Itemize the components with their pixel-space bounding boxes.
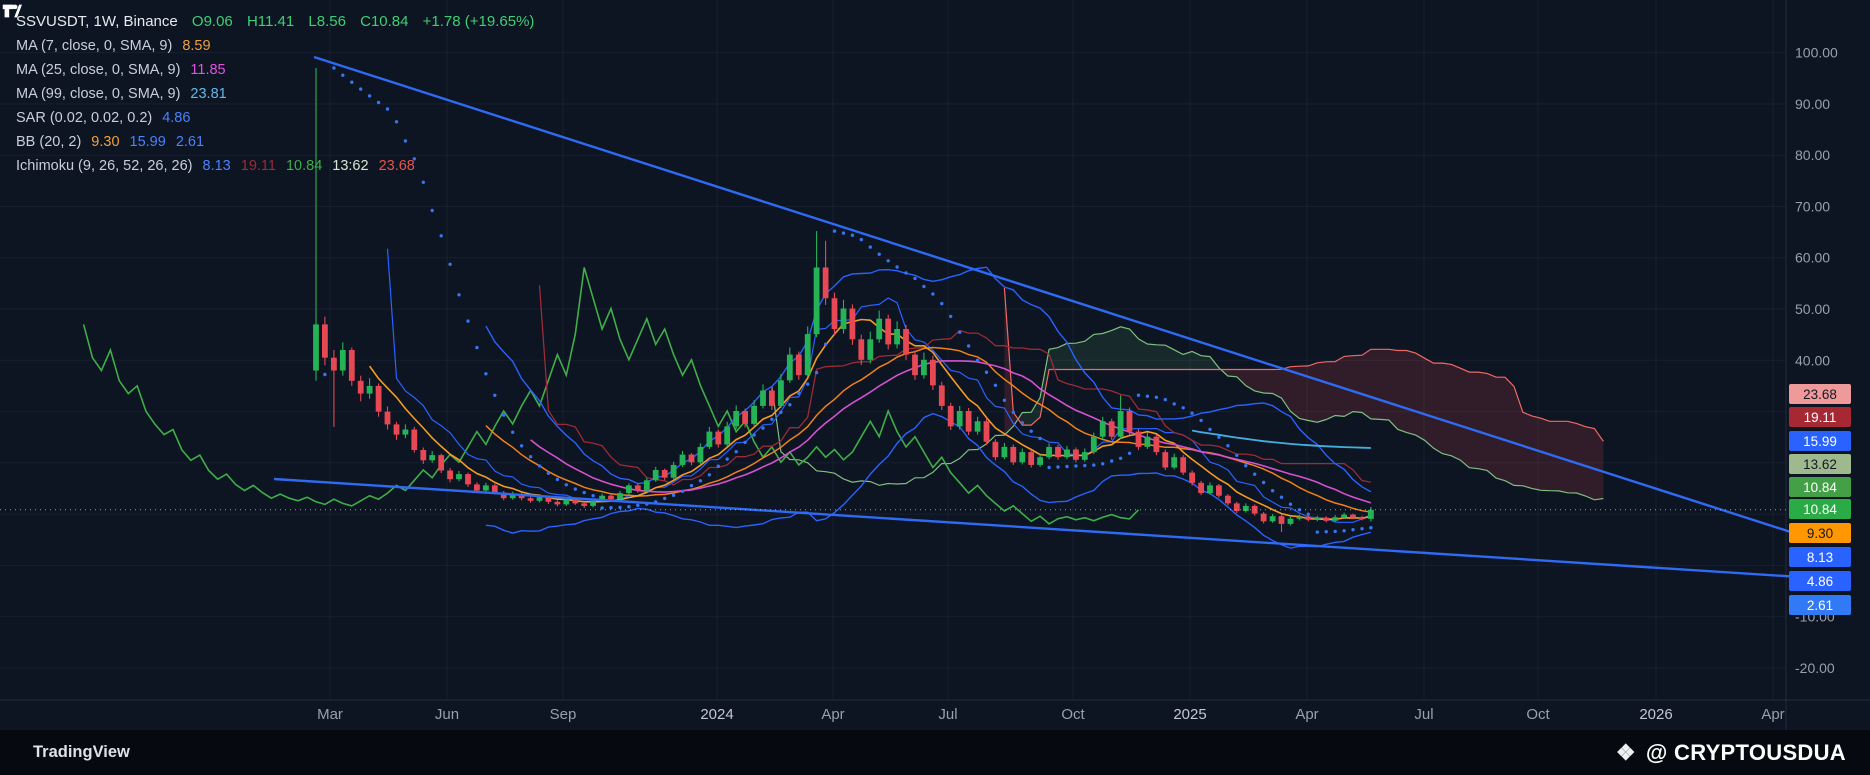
price-axis-badge: 4.86 [1789, 571, 1851, 591]
svg-text:-20.00: -20.00 [1795, 660, 1835, 676]
price-axis-badge: 15.99 [1789, 431, 1851, 451]
svg-text:Apr: Apr [1295, 706, 1318, 723]
price-axis-badge: 8.13 [1789, 547, 1851, 567]
candles [313, 68, 1374, 533]
price-axis-badge: 10.84 [1789, 499, 1851, 519]
svg-text:Mar: Mar [317, 706, 343, 723]
high-value: H11.41 [246, 13, 295, 30]
indicator-value: 19.11 [240, 158, 276, 174]
svg-text:100.00: 100.00 [1795, 45, 1838, 61]
indicator-value: 23.81 [190, 86, 227, 102]
svg-text:8.13: 8.13 [1807, 550, 1833, 565]
symbol-legend-row: SSVUSDT, 1W, Binance O9.06 H11.41 L8.56 … [16, 10, 534, 34]
sar-dots [323, 66, 1373, 534]
svg-text:9.30: 9.30 [1807, 526, 1833, 541]
svg-text:4.86: 4.86 [1807, 574, 1833, 589]
price-axis[interactable]: 100.0090.0080.0070.0060.0050.0040.00-10.… [0, 0, 1870, 730]
svg-text:Jul: Jul [1414, 706, 1433, 723]
svg-text:2026: 2026 [1639, 706, 1672, 723]
svg-text:2.61: 2.61 [1807, 598, 1833, 613]
indicator-row-2[interactable]: MA (99, close, 0, SMA, 9) 23.81 [16, 82, 534, 106]
svg-text:90.00: 90.00 [1795, 96, 1830, 112]
indicator-row-5[interactable]: Ichimoku (9, 26, 52, 26, 26) 8.13 19.11 10.… [16, 154, 534, 178]
svg-text:15.99: 15.99 [1803, 434, 1837, 449]
indicator-row-3[interactable]: SAR (0.02, 0.02, 0.2) 4.86 [16, 106, 534, 130]
grid [0, 0, 1786, 700]
price-axis-badge: 13.62 [1789, 454, 1851, 474]
indicator-value: 23.68 [378, 158, 415, 174]
price-badges: 23.68 19.11 15.99 13.62 10.84 10.84 9.30 8.13 4.… [1789, 384, 1851, 615]
legend: SSVUSDT, 1W, Binance O9.06 H11.41 L8.56 … [16, 10, 534, 178]
indicator-value: 2.61 [175, 134, 205, 150]
tradingview-label: TradingView [33, 743, 130, 761]
ichimoku-cloud [771, 287, 1604, 501]
svg-text:Jul: Jul [938, 706, 957, 723]
price-chart-canvas[interactable]: 100.0090.0080.0070.0060.0050.0040.00-10.… [0, 0, 1870, 730]
svg-text:10.84: 10.84 [1803, 480, 1837, 495]
watermark-text: @ CRYPTOUSDUA [1645, 739, 1846, 765]
indicator-row-1[interactable]: MA (25, close, 0, SMA, 9) 11.85 [16, 58, 534, 82]
svg-text:80.00: 80.00 [1795, 147, 1830, 163]
svg-text:2025: 2025 [1173, 706, 1206, 723]
close-value: C10.84 [360, 13, 409, 30]
svg-text:10.84: 10.84 [1803, 502, 1837, 517]
svg-text:40.00: 40.00 [1795, 352, 1830, 368]
indicator-value: 9.30 [91, 134, 120, 150]
indicator-value: 4.86 [162, 110, 191, 126]
binance-logo-icon: ❖ [1615, 739, 1636, 765]
price-axis-badge: 2.61 [1789, 595, 1851, 615]
svg-text:Apr: Apr [1761, 706, 1784, 723]
indicator-legend: MA (7, close, 0, SMA, 9) 8.59 MA (25, clos… [16, 34, 534, 178]
price-axis-badge: 9.30 [1789, 523, 1851, 543]
svg-text:Sep: Sep [550, 706, 577, 723]
indicator-label: MA (7, close, 0, SMA, 9) [16, 38, 173, 54]
indicator-value: 8.13 [202, 158, 231, 174]
indicator-label: MA (99, close, 0, SMA, 9) [16, 86, 181, 102]
svg-text:70.00: 70.00 [1795, 198, 1830, 214]
indicator-row-4[interactable]: BB (20, 2) 9.30 15.99 2.61 [16, 130, 534, 154]
svg-text:Apr: Apr [821, 706, 844, 723]
indicator-label: BB (20, 2) [16, 134, 82, 150]
svg-text:Oct: Oct [1526, 706, 1550, 723]
svg-text:23.68: 23.68 [1803, 387, 1837, 402]
indicator-label: SAR (0.02, 0.02, 0.2) [16, 110, 153, 126]
low-value: L8.56 [308, 13, 346, 30]
svg-text:13.62: 13.62 [1803, 457, 1837, 472]
indicator-label: MA (25, close, 0, SMA, 9) [16, 62, 181, 78]
svg-text:50.00: 50.00 [1795, 301, 1830, 317]
chart-area[interactable]: 100.00 90.00 80.00 70.00 60.00 50.00 40.00 -10.… [0, 0, 1870, 730]
svg-text:19.11: 19.11 [1804, 410, 1837, 425]
symbol-title[interactable]: SSVUSDT, 1W, Binance [16, 13, 178, 30]
svg-text:Oct: Oct [1061, 706, 1085, 723]
time-axis[interactable]: Mar Jun Sep 2024 Apr Jul Oct 2025 Apr Jul Oct 2026 A… [317, 706, 1785, 723]
indicator-value: 11.85 [190, 62, 226, 78]
tradingview-brand[interactable]: TradingView [2, 4, 130, 762]
indicator-label: Ichimoku (9, 26, 52, 26, 26) [16, 158, 193, 174]
indicator-row-0[interactable]: MA (7, close, 0, SMA, 9) 8.59 [16, 34, 534, 58]
indicator-value: 10.84 [285, 158, 323, 174]
svg-text:2024: 2024 [700, 706, 733, 723]
trendline-drawings[interactable] [273, 55, 1801, 579]
price-axis-badge: 19.11 [1789, 407, 1851, 427]
indicator-value: 15.99 [129, 134, 166, 150]
watermark-handle: ❖ @ CRYPTOUSDUA [1616, 740, 1846, 766]
change-value: +1.78 (+19.65%) [422, 13, 535, 30]
open-value: O9.06 [191, 13, 233, 30]
svg-text:Jun: Jun [435, 706, 459, 723]
indicator-value: 13:62 [332, 158, 369, 174]
ichimoku-lines [82, 248, 1372, 525]
svg-text:60.00: 60.00 [1795, 250, 1830, 266]
indicator-value: 8.59 [182, 38, 211, 54]
price-axis-badge: 10.84 [1789, 477, 1851, 497]
bottom-bar: TradingView ❖ @ CRYPTOUSDUA [0, 4, 1870, 775]
price-axis-badge: 23.68 [1789, 384, 1851, 404]
